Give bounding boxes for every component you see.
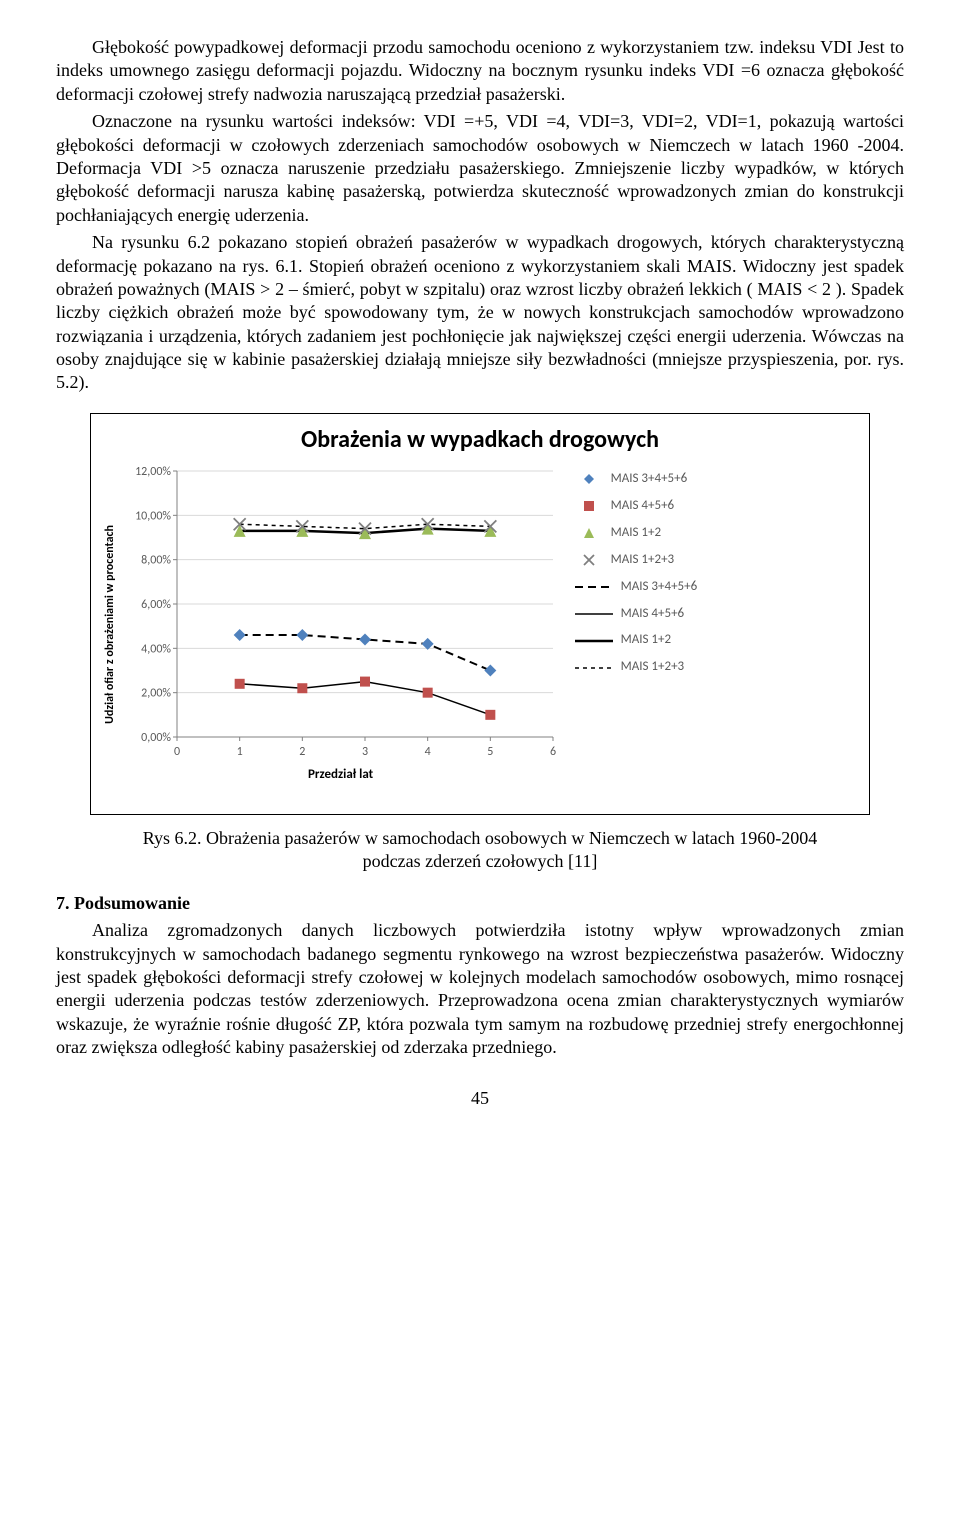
- chart-xlabel: Przedział lat: [121, 767, 561, 784]
- legend-item: MAIS 3+4+5+6: [575, 579, 698, 596]
- svg-text:4,00%: 4,00%: [141, 642, 171, 656]
- page-number: 45: [56, 1087, 904, 1110]
- legend-item: MAIS 1+2: [575, 632, 698, 649]
- svg-text:12,00%: 12,00%: [135, 465, 171, 479]
- svg-text:4: 4: [424, 745, 430, 759]
- legend-label: MAIS 1+2+3: [621, 659, 685, 676]
- legend-item: MAIS 1+2+3: [575, 552, 698, 569]
- legend-label: MAIS 3+4+5+6: [611, 471, 688, 488]
- svg-text:0: 0: [174, 745, 180, 759]
- legend-label: MAIS 1+2: [611, 525, 661, 542]
- section-title: 7. Podsumowanie: [56, 892, 904, 915]
- svg-text:3: 3: [362, 745, 368, 759]
- legend-label: MAIS 1+2+3: [611, 552, 675, 569]
- legend-label: MAIS 3+4+5+6: [621, 579, 698, 596]
- legend-item: MAIS 1+2+3: [575, 659, 698, 676]
- figure-caption: Rys 6.2. Obrażenia pasażerów w samochoda…: [120, 827, 840, 874]
- legend-label: MAIS 4+5+6: [611, 498, 675, 515]
- figure-6-2: Obrażenia w wypadkach drogowych Udział o…: [56, 413, 904, 874]
- chart-title: Obrażenia w wypadkach drogowych: [101, 424, 859, 455]
- legend-item: MAIS 3+4+5+6: [575, 471, 698, 488]
- chart-ylabel: Udział ofiar z obrażeniami w procentach: [101, 525, 121, 724]
- legend-label: MAIS 1+2: [621, 632, 671, 649]
- svg-text:0,00%: 0,00%: [141, 731, 171, 745]
- chart-plot: 0,00% 2,00% 4,00% 6,00% 8,00% 10,00% 12,00% 0 1 2…: [121, 465, 561, 765]
- svg-text:6,00%: 6,00%: [141, 598, 171, 612]
- svg-text:6: 6: [550, 745, 556, 759]
- svg-text:8,00%: 8,00%: [141, 554, 171, 568]
- legend-item: MAIS 1+2: [575, 525, 698, 542]
- svg-text:2: 2: [299, 745, 305, 759]
- svg-text:5: 5: [487, 745, 493, 759]
- paragraph: Oznaczone na rysunku wartości indeksów: …: [56, 110, 904, 227]
- svg-text:10,00%: 10,00%: [135, 509, 171, 523]
- paragraph: Głębokość powypadkowej deformacji przodu…: [56, 36, 904, 106]
- paragraph: Na rysunku 6.2 pokazano stopień obrażeń …: [56, 231, 904, 395]
- svg-text:2,00%: 2,00%: [141, 687, 171, 701]
- legend-item: MAIS 4+5+6: [575, 498, 698, 515]
- chart-legend: MAIS 3+4+5+6 MAIS 4+5+6 MAIS 1+2 MAIS 1+2+3…: [561, 465, 698, 784]
- legend-item: MAIS 4+5+6: [575, 606, 698, 623]
- chart-container: Obrażenia w wypadkach drogowych Udział o…: [90, 413, 870, 815]
- svg-text:1: 1: [236, 745, 242, 759]
- legend-label: MAIS 4+5+6: [621, 606, 685, 623]
- paragraph: Analiza zgromadzonych danych liczbowych …: [56, 919, 904, 1059]
